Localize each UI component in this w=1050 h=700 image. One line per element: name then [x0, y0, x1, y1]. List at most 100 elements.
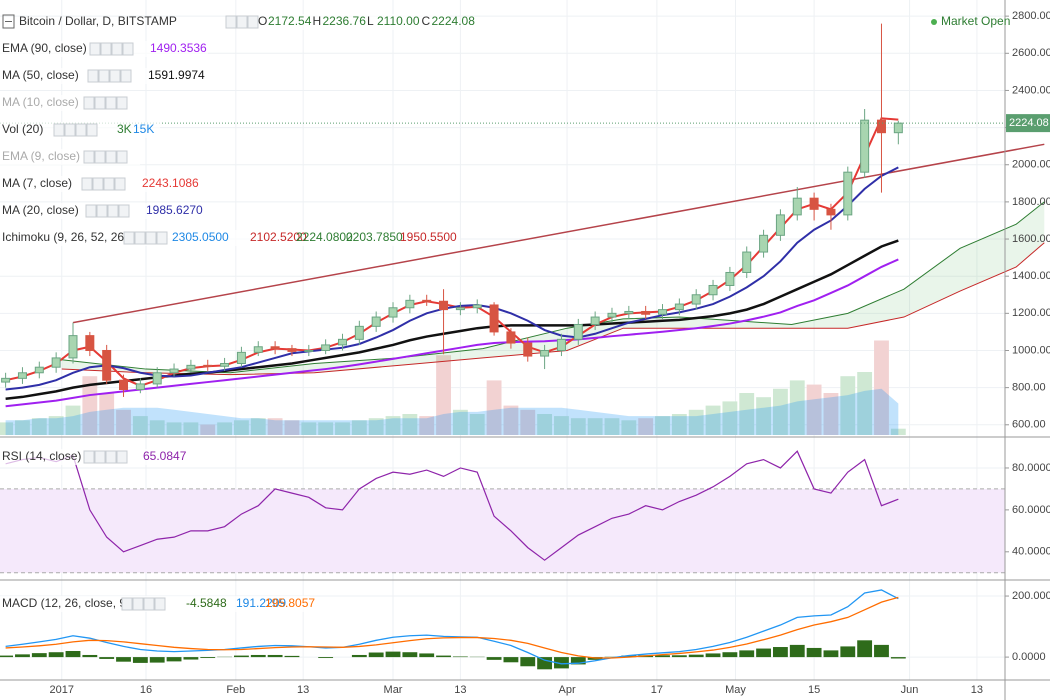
indicator-value: 2243.1086 [142, 176, 199, 190]
candle-body [371, 316, 381, 327]
macd-hist-bar [756, 648, 771, 658]
volume-bar [739, 393, 755, 435]
legend-button[interactable] [92, 177, 104, 191]
legend-button[interactable] [103, 177, 115, 191]
legend-button[interactable] [118, 204, 130, 218]
legend-button[interactable] [236, 15, 248, 29]
volume-ma-area [5, 388, 899, 435]
indicator-name: Vol (20) [2, 122, 43, 136]
candle-body [236, 351, 246, 364]
legend-button[interactable] [134, 231, 146, 245]
candle-body [658, 309, 668, 315]
macd-hist-bar [739, 650, 755, 658]
legend-button[interactable] [81, 177, 93, 191]
legend-button[interactable] [121, 597, 133, 611]
legend-button[interactable] [114, 177, 126, 191]
collapse-button[interactable] [2, 14, 15, 29]
legend-button[interactable] [96, 204, 108, 218]
volume-bar [149, 420, 165, 435]
legend-button[interactable] [154, 597, 166, 611]
volume-bar [452, 409, 468, 435]
candle-body [17, 372, 27, 379]
legend-button[interactable] [109, 69, 121, 83]
rsi-line [5, 450, 899, 561]
candle-body [119, 379, 129, 390]
y-tick-label: 1600.00 [1012, 233, 1050, 245]
candle-body [135, 383, 145, 390]
legend-button[interactable] [89, 42, 101, 56]
volume-bar [65, 405, 81, 435]
candle-body [540, 349, 550, 357]
macd-hist-bar [621, 655, 637, 658]
rsi-band [0, 488, 1005, 573]
legend-button[interactable] [105, 150, 117, 164]
macd-hist-bar [318, 657, 334, 659]
macd-hist-bar [789, 644, 805, 658]
indicator-name: MA (10, close) [2, 95, 79, 109]
legend-button[interactable] [94, 150, 106, 164]
macd-hist-bar [688, 654, 704, 658]
indicator-name: EMA (9, close) [2, 149, 80, 163]
volume-bar [554, 416, 569, 435]
legend-button[interactable] [94, 450, 106, 464]
ohlc-key: H [313, 14, 322, 28]
ohlc-value: 2236.76 [323, 14, 367, 28]
legend-button[interactable] [94, 96, 106, 110]
legend-button[interactable] [116, 150, 128, 164]
volume-bar [436, 355, 451, 435]
legend-button[interactable] [64, 123, 76, 137]
x-tick-label: 15 [808, 684, 820, 696]
legend-button[interactable] [145, 231, 157, 245]
indicator-value: 2102.5200 [250, 230, 307, 244]
legend-button[interactable] [143, 597, 155, 611]
legend-button[interactable] [225, 15, 237, 29]
legend-button[interactable] [132, 597, 144, 611]
last-price-box [1006, 114, 1050, 133]
legend-button[interactable] [105, 450, 117, 464]
legend-button[interactable] [83, 96, 95, 110]
indicator-value: 1950.5500 [400, 230, 457, 244]
legend-button[interactable] [87, 69, 99, 83]
legend-button[interactable] [156, 231, 168, 245]
x-tick-label: 13 [297, 684, 309, 696]
macd-hist-bar [486, 657, 502, 660]
y-tick-label: 2800.00 [1012, 10, 1050, 22]
volume-bar [705, 405, 721, 435]
candle-body [85, 335, 95, 351]
legend-button[interactable] [123, 231, 135, 245]
y-tick-label: 2400.00 [1012, 84, 1050, 96]
volume-bar [402, 414, 418, 435]
legend-button[interactable] [98, 69, 110, 83]
legend-button[interactable] [85, 204, 97, 218]
legend-button[interactable] [83, 150, 95, 164]
y-tick-label: 40.0000 [1012, 546, 1050, 558]
macd-hist-bar [722, 652, 738, 658]
macd-hist-bar [452, 656, 468, 658]
candle-body [102, 349, 112, 381]
ohlc-value: 2224.08 [432, 14, 476, 28]
legend-button[interactable] [120, 69, 132, 83]
legend-button[interactable] [116, 450, 128, 464]
ohlc-value: 2172.54 [268, 14, 312, 28]
legend-button[interactable] [75, 123, 87, 137]
legend-button[interactable] [53, 123, 65, 137]
legend-bg [0, 230, 460, 246]
indicator-name: EMA (90, close) [2, 41, 87, 55]
legend-button[interactable] [100, 42, 112, 56]
legend-button[interactable] [83, 450, 95, 464]
legend-button[interactable] [107, 204, 119, 218]
legend-button[interactable] [122, 42, 134, 56]
volume-bar [570, 418, 586, 435]
legend-button[interactable] [116, 96, 128, 110]
legend-button[interactable] [247, 15, 259, 29]
indicator-name: RSI (14, close) [2, 449, 81, 463]
macd-hist-bar [99, 657, 115, 659]
volume-bar [217, 422, 233, 435]
volume-bar [587, 418, 603, 435]
legend-button[interactable] [111, 42, 123, 56]
candle-body [405, 299, 415, 309]
legend-button[interactable] [105, 96, 117, 110]
volume-bar [789, 380, 805, 435]
volume-bar [301, 422, 317, 435]
legend-button[interactable] [86, 123, 98, 137]
